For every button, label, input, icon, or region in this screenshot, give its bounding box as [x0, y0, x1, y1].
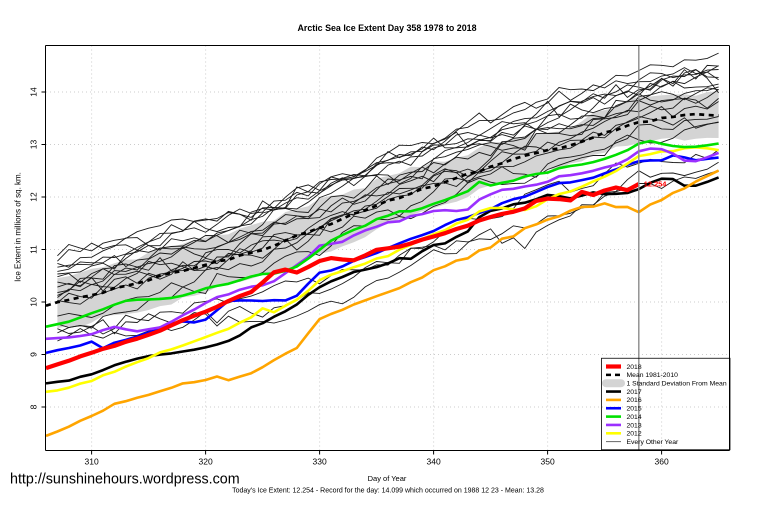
svg-text:9: 9 [29, 352, 39, 357]
svg-text:10: 10 [29, 297, 39, 307]
svg-text:340: 340 [427, 457, 441, 467]
svg-text:11: 11 [29, 245, 39, 254]
svg-text:8: 8 [29, 404, 39, 409]
svg-text:330: 330 [313, 457, 327, 467]
svg-text:Today's Ice Extent: 12.254 - R: Today's Ice Extent: 12.254 - Record for … [232, 488, 544, 495]
svg-text:Arctic Sea Ice Extent Day 358: Arctic Sea Ice Extent Day 358 1978 to 20… [297, 23, 476, 33]
svg-text:2015: 2015 [627, 406, 642, 413]
svg-text:310: 310 [85, 457, 99, 467]
svg-text:Every Other Year: Every Other Year [627, 439, 679, 446]
svg-text:Day of Year: Day of Year [368, 474, 407, 483]
svg-text:360: 360 [655, 457, 669, 467]
svg-text:2012: 2012 [627, 431, 642, 438]
svg-text:14: 14 [29, 87, 39, 97]
svg-text:350: 350 [541, 457, 555, 467]
svg-text:12.254: 12.254 [644, 180, 667, 189]
svg-text:Ice Extent in millions of sq.: Ice Extent in millions of sq. km. [14, 172, 23, 282]
svg-text:2018: 2018 [627, 364, 642, 371]
svg-text:2014: 2014 [627, 414, 642, 421]
svg-text:2016: 2016 [627, 397, 642, 404]
svg-text:1 Standard Deviation From Mean: 1 Standard Deviation From Mean [627, 381, 727, 388]
svg-text:http://sunshinehours.wordpress: http://sunshinehours.wordpress.com [10, 472, 240, 488]
svg-text:2017: 2017 [627, 389, 642, 396]
svg-text:12: 12 [29, 192, 39, 202]
svg-text:2013: 2013 [627, 422, 642, 429]
svg-text:Mean 1981-2010: Mean 1981-2010 [627, 372, 679, 379]
svg-text:13: 13 [29, 140, 39, 150]
svg-text:320: 320 [199, 457, 213, 467]
